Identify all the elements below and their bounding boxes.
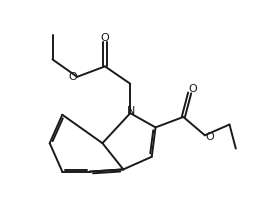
- Text: O: O: [188, 84, 197, 94]
- Text: O: O: [101, 33, 109, 43]
- Text: O: O: [205, 132, 214, 142]
- Text: N: N: [127, 106, 135, 116]
- Text: O: O: [69, 72, 77, 82]
